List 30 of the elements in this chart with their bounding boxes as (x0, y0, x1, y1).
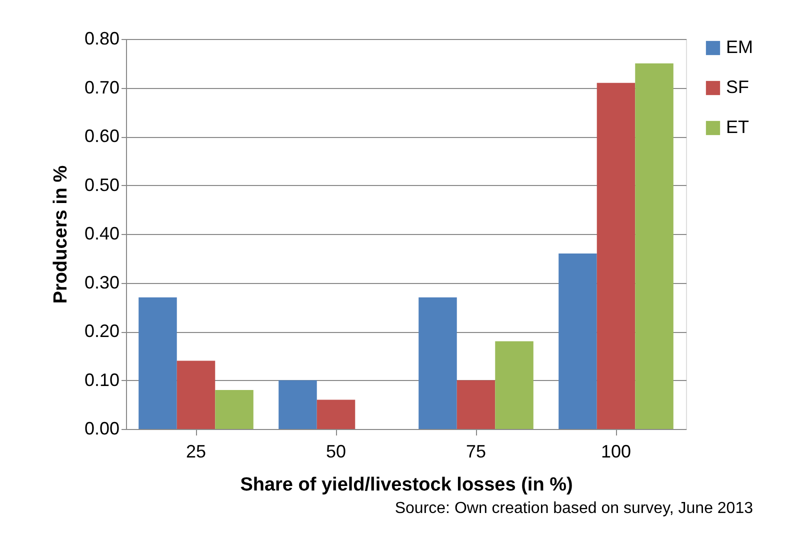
legend-label: EM (726, 37, 753, 57)
y-tick-label: 0.60 (84, 126, 120, 146)
y-tick-label: 0.50 (84, 174, 120, 195)
bar (176, 360, 216, 429)
x-tick-label: 75 (466, 442, 486, 462)
y-axis-title: Producers in % (50, 165, 72, 304)
y-tick-label: 0.30 (84, 272, 120, 292)
y-tick-label: 0.70 (84, 77, 120, 98)
y-tick-label: 0.00 (84, 418, 120, 438)
x-tick-label: 25 (186, 442, 206, 462)
x-tick-label: 100 (600, 442, 632, 462)
bar (278, 380, 317, 429)
y-tick-label: 0.80 (84, 28, 120, 48)
bar (138, 297, 177, 429)
bar (635, 63, 674, 429)
bar (596, 82, 636, 429)
bar (418, 297, 457, 429)
y-tick-label: 0.20 (84, 321, 120, 341)
x-axis-title: Share of yield/livestock losses (in %) (240, 474, 573, 496)
bar (558, 254, 597, 429)
legend-label: SF (726, 77, 750, 97)
source-note: Source: Own creation based on survey, June 2013 (394, 500, 754, 517)
bar (215, 390, 254, 429)
legend-label: ET (726, 117, 750, 137)
bar (456, 380, 496, 429)
bar (495, 341, 534, 429)
y-tick-label: 0.10 (84, 370, 120, 390)
y-tick-label: 0.40 (84, 224, 120, 244)
bar (316, 400, 356, 429)
x-tick-label: 50 (326, 442, 346, 462)
